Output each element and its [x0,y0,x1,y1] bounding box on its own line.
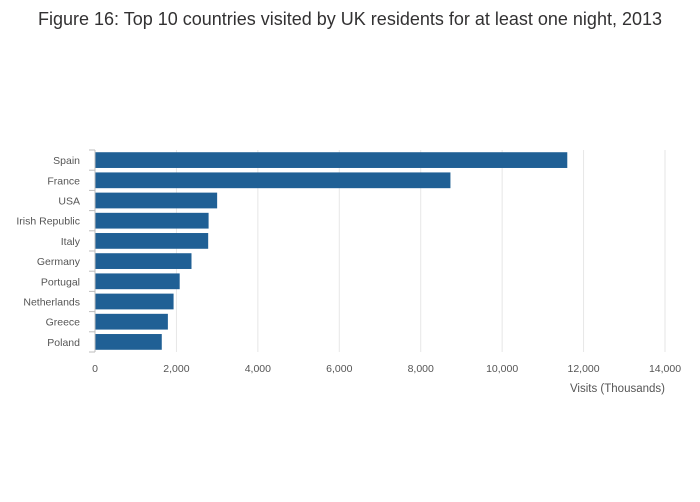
bar-italy[interactable] [95,233,209,249]
y-tick-label: Greece [46,317,81,329]
x-tick-label: 2,000 [163,363,189,375]
y-tick-label: Irish Republic [16,216,80,228]
bar-poland[interactable] [95,334,162,350]
x-axis-title: Visits (Thousands) [570,383,665,395]
bar-netherlands[interactable] [95,293,174,310]
y-axis: Spain France USA Irish Republic Italy Germany… [16,149,96,353]
x-tick-label: 10,000 [486,363,518,375]
x-tick-label: 14,000 [649,363,681,375]
y-tick-label: Poland [47,337,80,349]
bar-germany[interactable] [95,253,192,269]
bar-usa[interactable] [95,192,218,209]
y-tick-label: Germany [37,256,81,268]
y-tick-label: Italy [61,236,81,248]
x-tick-label: 4,000 [245,363,271,375]
bar-spain[interactable] [95,152,568,168]
y-tick-label: France [47,175,80,187]
bar-greece[interactable] [95,313,168,330]
bars [95,152,568,350]
x-tick-label: 8,000 [408,363,434,375]
y-tick-label: Netherlands [23,297,80,309]
x-tick-label: 0 [92,363,98,375]
x-tick-label: 6,000 [326,363,352,375]
y-tick-label: Portugal [41,276,80,288]
chart-title: Figure 16: Top 10 countries visited by U… [37,9,663,29]
x-axis: 0 2,000 4,000 6,000 8,000 10,000 12,000 14,000 [92,363,681,375]
x-tick-label: 12,000 [568,363,600,375]
bar-irish-republic[interactable] [95,212,209,229]
y-tick-label: USA [58,196,80,208]
y-tick-label: Spain [53,155,80,167]
bar-france[interactable] [95,172,451,189]
bar-portugal[interactable] [95,273,180,290]
gridlines [175,150,666,352]
